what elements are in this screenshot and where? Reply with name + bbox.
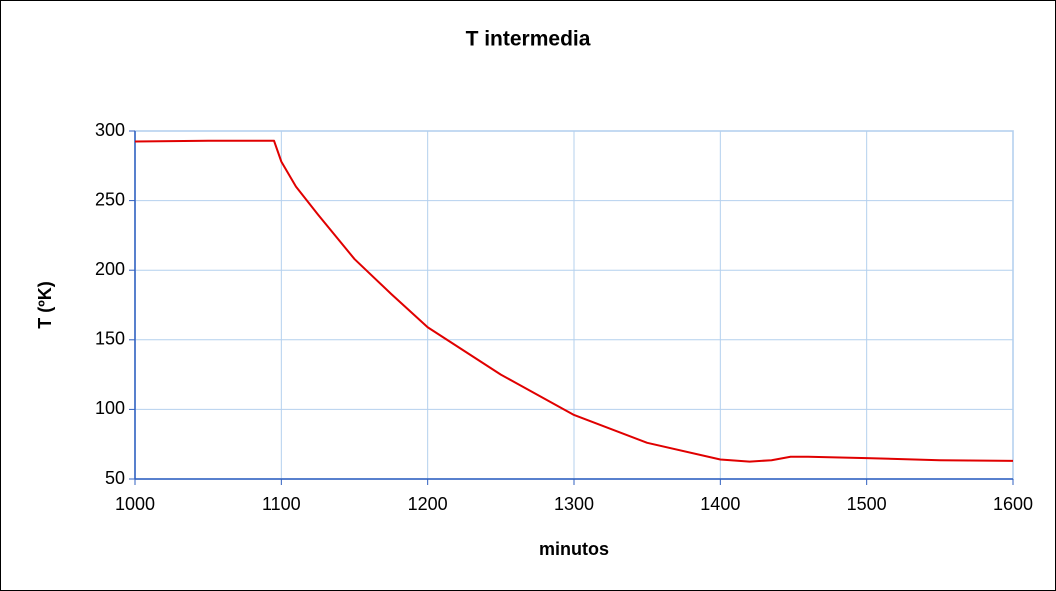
- x-tick-label: 1300: [554, 494, 594, 514]
- x-tick-label: 1500: [847, 494, 887, 514]
- y-tick-label: 50: [105, 468, 125, 488]
- y-tick-label: 150: [95, 329, 125, 349]
- y-tick-label: 100: [95, 398, 125, 418]
- y-tick-label: 300: [95, 120, 125, 140]
- x-tick-label: 1600: [993, 494, 1033, 514]
- y-tick-label: 250: [95, 189, 125, 209]
- x-tick-label: 1400: [700, 494, 740, 514]
- chart-title: T intermedia: [466, 28, 591, 51]
- x-axis-label: minutos: [539, 539, 609, 559]
- data-line: [134, 139, 1014, 463]
- x-tick-label: 1000: [115, 494, 155, 514]
- x-tick-label: 1200: [408, 494, 448, 514]
- y-tick-label: 200: [95, 259, 125, 279]
- x-tick-label: 1100: [262, 494, 301, 514]
- y-axis-label: T (ºK): [35, 281, 55, 329]
